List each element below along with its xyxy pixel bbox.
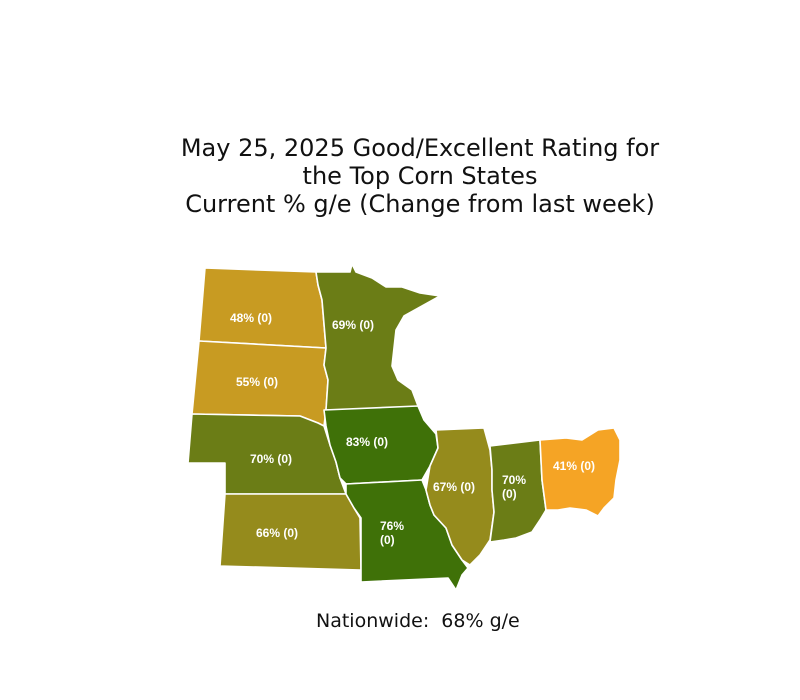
label-north-dakota: 48% (0): [230, 311, 272, 325]
title-line-3: Current % g/e (Change from last week): [185, 190, 655, 218]
label-kansas: 66% (0): [256, 526, 298, 540]
label-minnesota: 69% (0): [332, 318, 374, 332]
label-illinois: 67% (0): [433, 480, 475, 494]
label-indiana-line1: 70%: [502, 473, 526, 487]
nationwide-rating: Nationwide: 68% g/e: [316, 610, 520, 632]
state-indiana[interactable]: [489, 439, 547, 543]
label-south-dakota: 55% (0): [236, 375, 278, 389]
state-ohio[interactable]: [539, 427, 621, 517]
label-ohio: 41% (0): [553, 459, 595, 473]
label-indiana-line2: (0): [502, 487, 517, 501]
title-line-1: May 25, 2025 Good/Excellent Rating for: [180, 134, 660, 162]
state-minnesota[interactable]: [315, 263, 441, 411]
map-title: May 25, 2025 Good/Excellent Rating for t…: [0, 134, 800, 218]
state-north-dakota[interactable]: [198, 267, 327, 349]
label-nebraska: 70% (0): [250, 452, 292, 466]
title-line-2: the Top Corn States: [302, 162, 538, 190]
label-missouri-line1: 76%: [380, 519, 404, 533]
label-missouri-line2: (0): [380, 533, 395, 547]
label-iowa: 83% (0): [346, 435, 388, 449]
